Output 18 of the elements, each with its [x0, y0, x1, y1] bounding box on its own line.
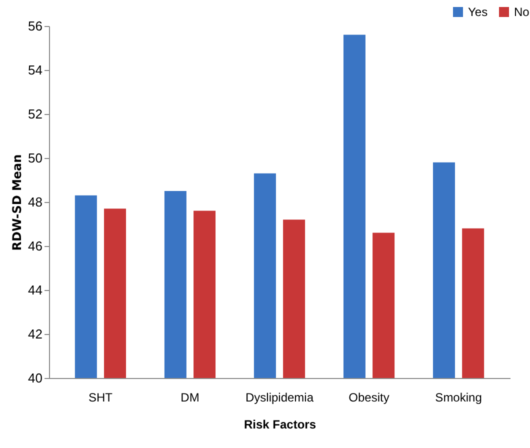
y-tick-label: 56 [28, 18, 42, 34]
legend-label: Yes [468, 5, 488, 19]
y-axis-title: RDW-SD Mean [10, 154, 24, 251]
x-tick-label: SHT [88, 390, 114, 404]
y-tick-label: 42 [28, 326, 42, 342]
y-tick-label: 54 [28, 62, 42, 78]
x-tick-label: Obesity [348, 390, 390, 404]
y-tick-label: 40 [28, 370, 42, 386]
x-axis-title: Risk Factors [244, 418, 316, 432]
y-tick-label: 44 [28, 282, 42, 298]
y-tick-label: 50 [28, 150, 42, 166]
y-tick-label: 52 [28, 106, 42, 122]
y-tick-label: 46 [28, 238, 42, 254]
y-tick-label: 48 [28, 194, 42, 210]
x-tick-label: Dyslipidemia [245, 390, 314, 404]
x-tick-label: DM [180, 390, 200, 404]
legend-label: No [514, 5, 530, 19]
x-tick-label: Smoking [435, 390, 482, 404]
